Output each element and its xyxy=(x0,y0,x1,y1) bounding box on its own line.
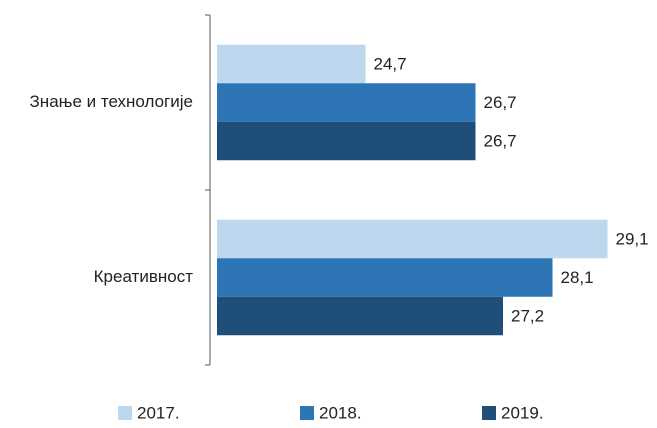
value-label: 24,7 xyxy=(374,54,407,73)
value-label: 29,1 xyxy=(616,229,649,248)
legend-swatch xyxy=(300,406,314,420)
bar xyxy=(217,258,553,297)
value-label: 26,7 xyxy=(484,93,517,112)
category-label: Знање и технологије xyxy=(30,92,193,111)
category-label: Креативност xyxy=(94,267,194,286)
value-label: 27,2 xyxy=(511,306,544,325)
legend-swatch xyxy=(118,406,132,420)
value-label: 26,7 xyxy=(484,131,517,150)
bar xyxy=(217,44,366,84)
legend-label: 2018. xyxy=(319,403,362,422)
value-label: 28,1 xyxy=(561,268,594,287)
bar xyxy=(217,296,503,336)
legend-label: 2019. xyxy=(501,403,544,422)
legend-swatch xyxy=(482,406,496,420)
bar xyxy=(217,219,608,259)
bar xyxy=(217,83,476,122)
bar xyxy=(217,121,476,161)
legend-label: 2017. xyxy=(137,403,180,422)
